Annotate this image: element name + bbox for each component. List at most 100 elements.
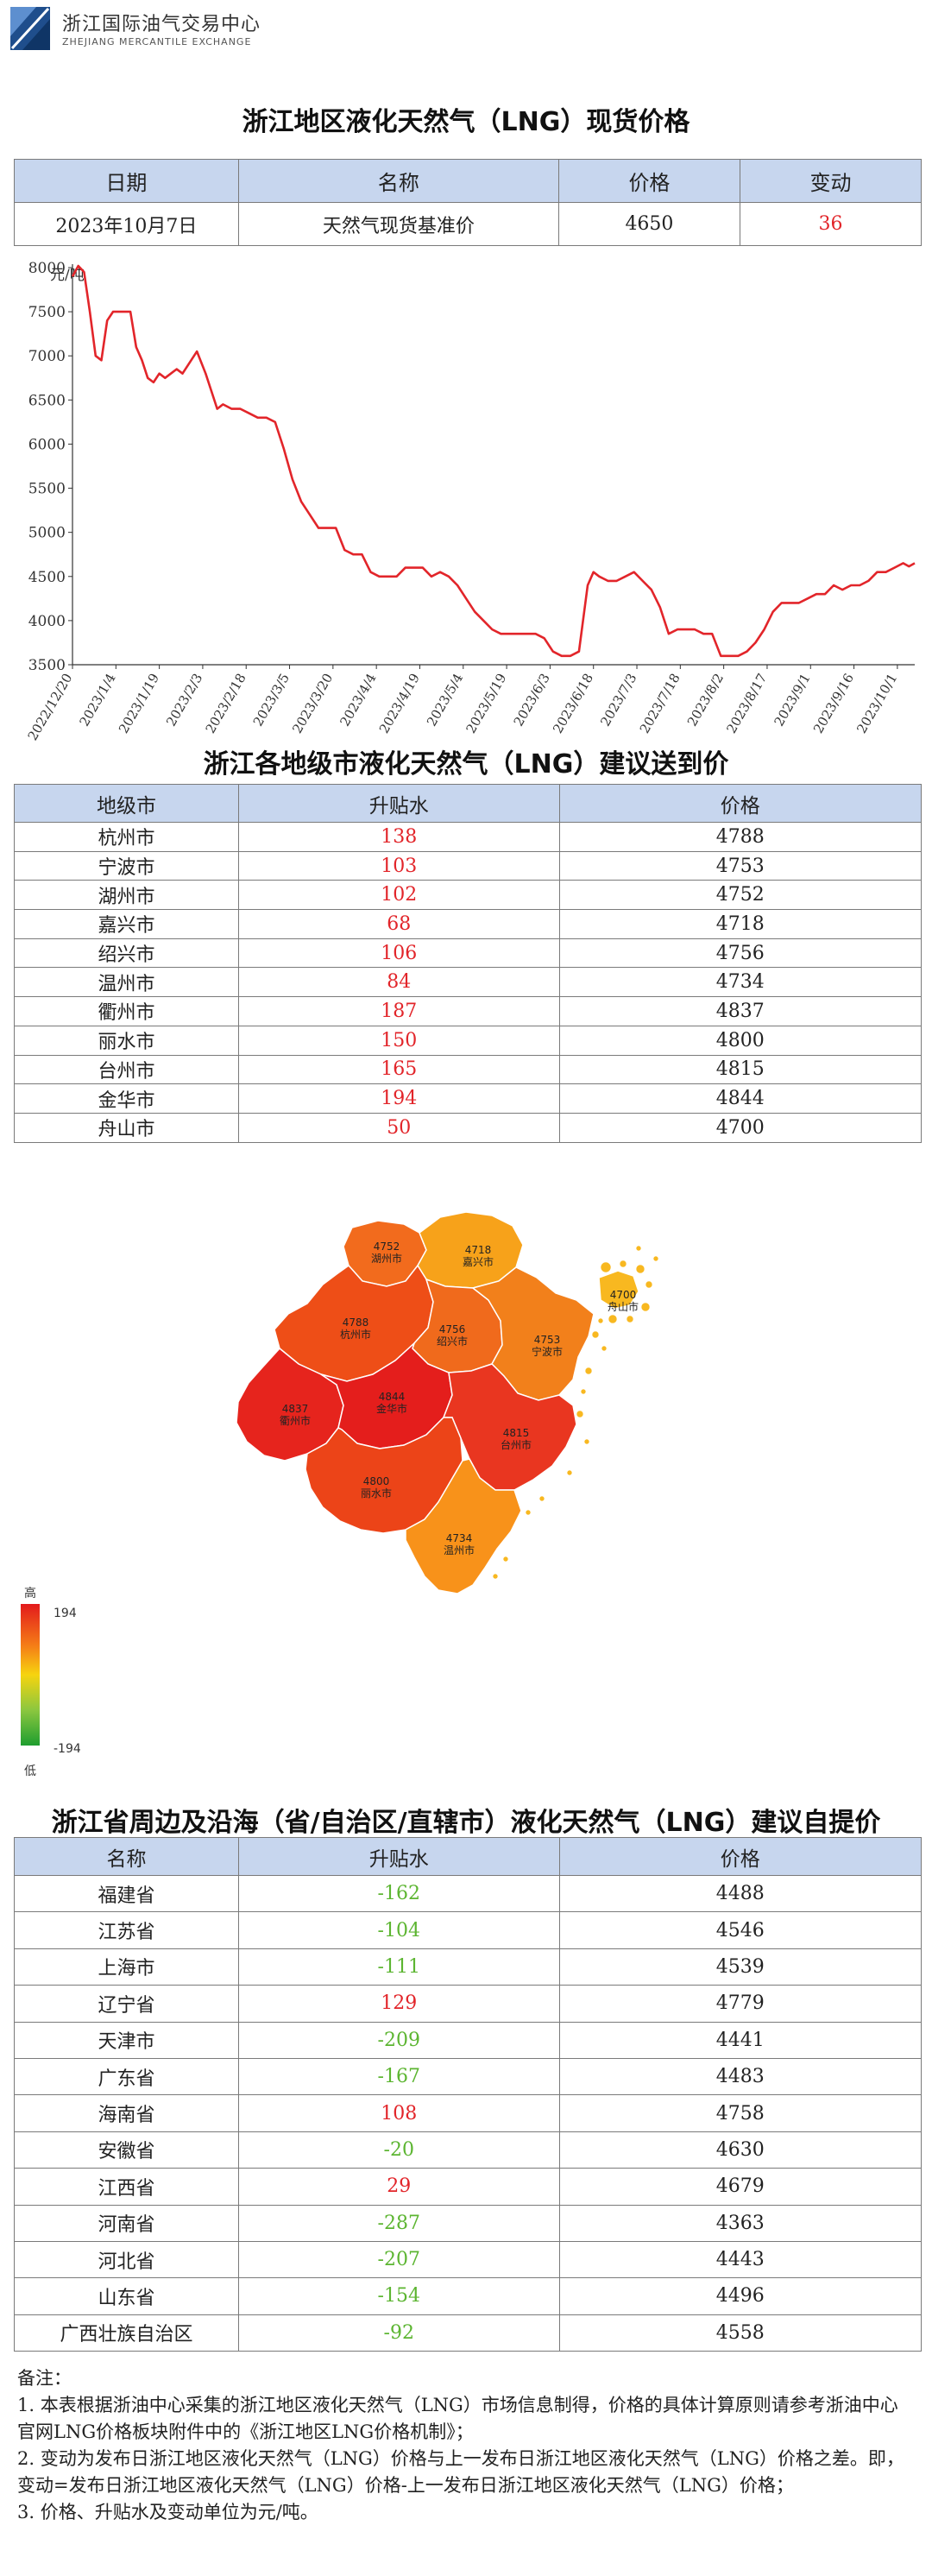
city-header-diff: 升贴水 [237,784,560,823]
x-tick-label: 2023/4/4 [337,671,379,729]
price-series-line [71,264,916,658]
y-tick-label: 4500 [28,569,66,586]
island-shape [583,1438,590,1445]
province-name: 河南省 [14,2204,239,2242]
x-tick-label: 2023/6/18 [550,671,596,736]
spot-header-date: 日期 [14,159,239,203]
y-tick-label: 7500 [28,304,66,321]
zhoushan-islands [492,1245,659,1580]
island-shape [608,1314,618,1324]
province-price: 4679 [558,2168,923,2206]
city-price: 4734 [558,967,923,998]
province-price: 4630 [558,2131,923,2169]
city-diff: 50 [237,1112,560,1143]
color-legend: 高 194 -194 低 [21,1586,81,1778]
province-row: 河南省 -287 4363 [14,2204,923,2242]
island-shape [626,1315,634,1323]
province-diff: -167 [237,2057,560,2096]
island-shape [525,1509,532,1516]
notes-heading: 备注： [17,2368,72,2389]
city-price: 4800 [558,1025,923,1056]
province-name: 上海市 [14,1948,239,1986]
city-name: 台州市 [14,1054,239,1085]
map-region-price: 4753 [534,1334,561,1346]
province-header-diff: 升贴水 [237,1837,560,1876]
province-row: 辽宁省 129 4779 [14,1985,923,2023]
city-name: 嘉兴市 [14,909,239,939]
map-region-price: 4800 [363,1475,390,1487]
city-diff: 165 [237,1054,560,1085]
spot-price-table: 日期 名称 价格 变动 2023年10月7日 天然气现货基准价 4650 36 [14,159,922,246]
province-row: 安徽省 -20 4630 [14,2131,923,2169]
legend-gradient-bar [21,1604,40,1746]
city-name: 衢州市 [14,996,239,1026]
province-name: 福建省 [14,1874,239,1913]
province-name: 广西壮族自治区 [14,2314,239,2352]
city-name: 杭州市 [14,822,239,852]
province-name: 广东省 [14,2057,239,2096]
city-row: 丽水市 150 4800 [14,1025,923,1056]
x-tick-label: 2023/5/19 [463,671,510,736]
city-row: 衢州市 187 4837 [14,996,923,1026]
x-tick-label: 2022/12/20 [25,671,76,743]
exchange-logo-icon [10,7,50,50]
city-row: 温州市 84 4734 [14,967,923,998]
city-price: 4753 [558,850,923,881]
province-price: 4488 [558,1874,923,1913]
x-tick-label: 2023/1/19 [116,671,162,736]
map-region-name: 舟山市 [608,1300,639,1313]
city-diff: 150 [237,1025,560,1056]
city-header-name: 地级市 [14,784,239,823]
y-tick-label: 5500 [28,481,66,498]
province-diff: -287 [237,2204,560,2242]
province-name: 江西省 [14,2168,239,2206]
map-region-name: 温州市 [444,1544,475,1556]
city-diff: 106 [237,938,560,969]
province-row: 上海市 -111 4539 [14,1948,923,1986]
province-price: 4779 [558,1985,923,2023]
city-prices-title: 浙江各地级市液化天然气（LNG）建议送到价 [203,749,729,780]
map-region-name: 湖州市 [371,1252,402,1265]
city-diff: 103 [237,850,560,881]
province-name: 辽宁省 [14,1985,239,2023]
city-name: 宁波市 [14,850,239,881]
province-price: 4441 [558,2021,923,2059]
org-name-cn: 浙江国际油气交易中心 [62,14,261,35]
spot-header-name: 名称 [237,159,559,203]
map-region-price: 4815 [503,1427,530,1439]
island-shape [645,1280,653,1289]
map-region-name: 金华市 [376,1402,407,1415]
map-region-name: 宁波市 [532,1345,563,1358]
island-shape [538,1495,545,1502]
x-tick-label: 2023/6/3 [511,671,553,729]
note-2: 2. 变动为发布日浙江地区液化天然气（LNG）价格与上一发布日浙江地区液化天然气… [17,2448,904,2496]
x-tick-label: 2023/8/2 [684,671,727,729]
province-row: 海南省 108 4758 [14,2094,923,2132]
province-price: 4539 [558,1948,923,1986]
spot-change: 36 [740,202,922,246]
province-price: 4363 [558,2204,923,2242]
province-header-name: 名称 [14,1837,239,1876]
legend-max: 194 [54,1607,77,1620]
price-line-chart: 元/吨3500400045005000550060006500700075008… [25,260,916,743]
province-diff: -154 [237,2277,560,2315]
city-row: 舟山市 50 4700 [14,1112,923,1143]
province-diff: -104 [237,1911,560,1949]
city-price: 4718 [558,909,923,939]
island-shape [502,1556,509,1563]
city-row: 绍兴市 106 4756 [14,938,923,969]
x-tick-label: 2023/1/4 [76,671,118,729]
island-shape [619,1260,627,1268]
map-region-price: 4844 [379,1391,406,1403]
city-row: 杭州市 138 4788 [14,822,923,852]
map-region-price: 4756 [439,1323,466,1335]
y-tick-label: 4000 [28,613,66,630]
note-3: 3. 价格、升贴水及变动单位为元/吨。 [17,2502,318,2522]
province-row: 山东省 -154 4496 [14,2277,923,2315]
y-tick-label: 5000 [28,525,66,542]
note-1: 1. 本表根据浙油中心采集的浙江地区液化天然气（LNG）市场信息制得，价格的具体… [17,2395,898,2442]
map-region-name: 绍兴市 [437,1335,468,1348]
province-row: 广东省 -167 4483 [14,2057,923,2096]
city-price: 4844 [558,1083,923,1114]
